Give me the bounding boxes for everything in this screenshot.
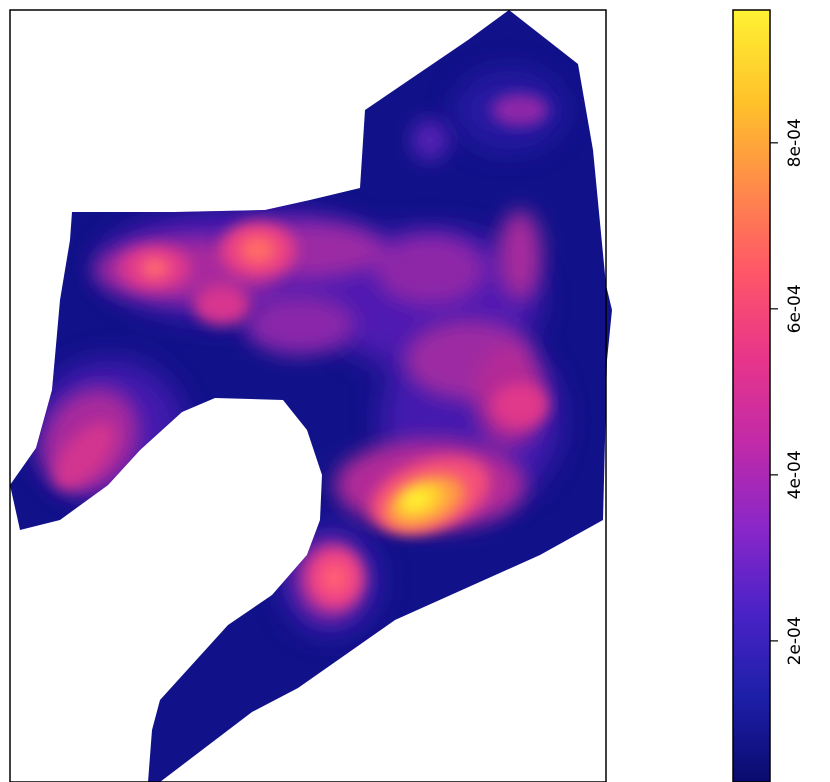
- colorbar-tick-label-1: 4e-04: [785, 450, 805, 499]
- plot-frame: [9, 9, 607, 782]
- colorbar: 2e-04 4e-04 6e-04 8e-04: [732, 9, 805, 782]
- colorbar-gradient: [733, 10, 770, 782]
- colorbar-ticks: 2e-04 4e-04 6e-04 8e-04: [770, 118, 805, 665]
- colorbar-frame: [732, 9, 771, 782]
- colorbar-tick-label-2: 6e-04: [785, 284, 805, 333]
- colorbar-tick-label-0: 2e-04: [785, 616, 805, 665]
- colorbar-tick-label-3: 8e-04: [785, 118, 805, 167]
- peak-layer: [141, 236, 465, 591]
